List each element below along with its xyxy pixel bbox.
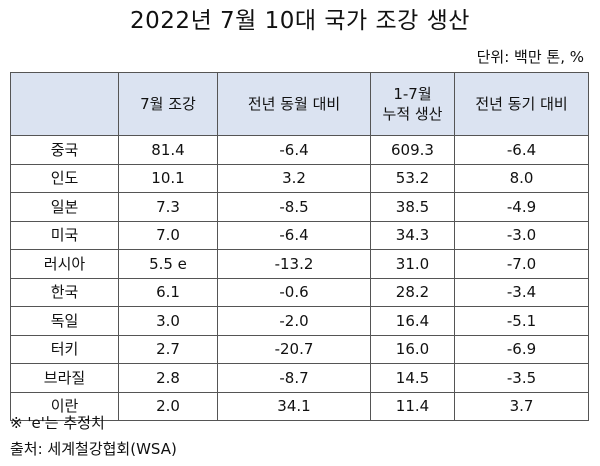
cell-yoy-month: 34.1: [217, 391, 371, 421]
table-row: 터키 2.7 -20.7 16.0 -6.9: [10, 334, 589, 364]
table-row: 브라질 2.8 -8.7 14.5 -3.5: [10, 363, 589, 393]
table-row: 이란 2.0 34.1 11.4 3.7: [10, 391, 589, 421]
cell-country: 일본: [10, 192, 119, 222]
header-yoy-month: 전년 동월 대비: [217, 72, 371, 136]
table-row: 인도 10.1 3.2 53.2 8.0: [10, 163, 589, 193]
cell-country: 중국: [10, 135, 119, 165]
cell-yoy-month: -0.6: [217, 277, 371, 307]
cell-yoy-period: -7.0: [454, 249, 589, 279]
cell-yoy-period: 8.0: [454, 163, 589, 193]
table-header-row: 7월 조강 전년 동월 대비 1-7월 누적 생산 전년 동기 대비: [10, 72, 589, 136]
cell-cumulative: 11.4: [370, 391, 455, 421]
cell-country: 인도: [10, 163, 119, 193]
table-row: 중국 81.4 -6.4 609.3 -6.4: [10, 135, 589, 165]
cell-cumulative: 53.2: [370, 163, 455, 193]
cell-july-output: 81.4: [118, 135, 218, 165]
cell-country: 독일: [10, 306, 119, 336]
cell-yoy-period: -4.9: [454, 192, 589, 222]
footnotes: ※ 'e'는 추정치 출처: 세계철강협회(WSA): [10, 410, 177, 462]
cell-yoy-period: 3.7: [454, 391, 589, 421]
cell-country: 미국: [10, 220, 119, 250]
cell-yoy-month: -8.5: [217, 192, 371, 222]
table-row: 일본 7.3 -8.5 38.5 -4.9: [10, 192, 589, 222]
cell-yoy-period: -5.1: [454, 306, 589, 336]
cell-yoy-month: -2.0: [217, 306, 371, 336]
cell-cumulative: 38.5: [370, 192, 455, 222]
header-cumulative-line2: 누적 생산: [382, 105, 443, 123]
cell-yoy-period: -3.0: [454, 220, 589, 250]
cell-cumulative: 34.3: [370, 220, 455, 250]
cell-cumulative: 609.3: [370, 135, 455, 165]
table-row: 러시아 5.5 e -13.2 31.0 -7.0: [10, 249, 589, 279]
cell-cumulative: 16.0: [370, 334, 455, 364]
cell-yoy-month: -6.4: [217, 220, 371, 250]
cell-july-output: 7.3: [118, 192, 218, 222]
table-row: 한국 6.1 -0.6 28.2 -3.4: [10, 277, 589, 307]
cell-cumulative: 16.4: [370, 306, 455, 336]
cell-yoy-period: -6.9: [454, 334, 589, 364]
cell-country: 브라질: [10, 363, 119, 393]
header-cumulative-line1: 1-7월: [393, 85, 432, 103]
cell-july-output: 2.7: [118, 334, 218, 364]
cell-cumulative: 28.2: [370, 277, 455, 307]
cell-july-output: 10.1: [118, 163, 218, 193]
cell-country: 한국: [10, 277, 119, 307]
cell-july-output: 5.5 e: [118, 249, 218, 279]
unit-label: 단위: 백만 톤, %: [476, 48, 584, 66]
steel-production-table: 7월 조강 전년 동월 대비 1-7월 누적 생산 전년 동기 대비 중국 81…: [10, 72, 589, 421]
cell-july-output: 7.0: [118, 220, 218, 250]
cell-yoy-month: -6.4: [217, 135, 371, 165]
cell-july-output: 2.8: [118, 363, 218, 393]
cell-country: 이란: [10, 391, 119, 421]
header-july-output: 7월 조강: [118, 72, 218, 136]
cell-country: 터키: [10, 334, 119, 364]
header-country: [10, 72, 119, 136]
cell-yoy-month: -13.2: [217, 249, 371, 279]
cell-yoy-period: -3.5: [454, 363, 589, 393]
cell-july-output: 2.0: [118, 391, 218, 421]
cell-cumulative: 14.5: [370, 363, 455, 393]
cell-cumulative: 31.0: [370, 249, 455, 279]
table-row: 독일 3.0 -2.0 16.4 -5.1: [10, 306, 589, 336]
header-cumulative: 1-7월 누적 생산: [370, 72, 455, 136]
cell-yoy-month: -8.7: [217, 363, 371, 393]
cell-yoy-period: -3.4: [454, 277, 589, 307]
header-yoy-period: 전년 동기 대비: [454, 72, 589, 136]
source-note: 출처: 세계철강협회(WSA): [10, 440, 177, 458]
table-row: 미국 7.0 -6.4 34.3 -3.0: [10, 220, 589, 250]
estimate-note: ※ 'e'는 추정치: [10, 414, 105, 432]
cell-country: 러시아: [10, 249, 119, 279]
cell-yoy-month: -20.7: [217, 334, 371, 364]
cell-yoy-period: -6.4: [454, 135, 589, 165]
cell-july-output: 6.1: [118, 277, 218, 307]
cell-yoy-month: 3.2: [217, 163, 371, 193]
page-title: 2022년 7월 10대 국가 조강 생산: [130, 8, 470, 34]
cell-july-output: 3.0: [118, 306, 218, 336]
